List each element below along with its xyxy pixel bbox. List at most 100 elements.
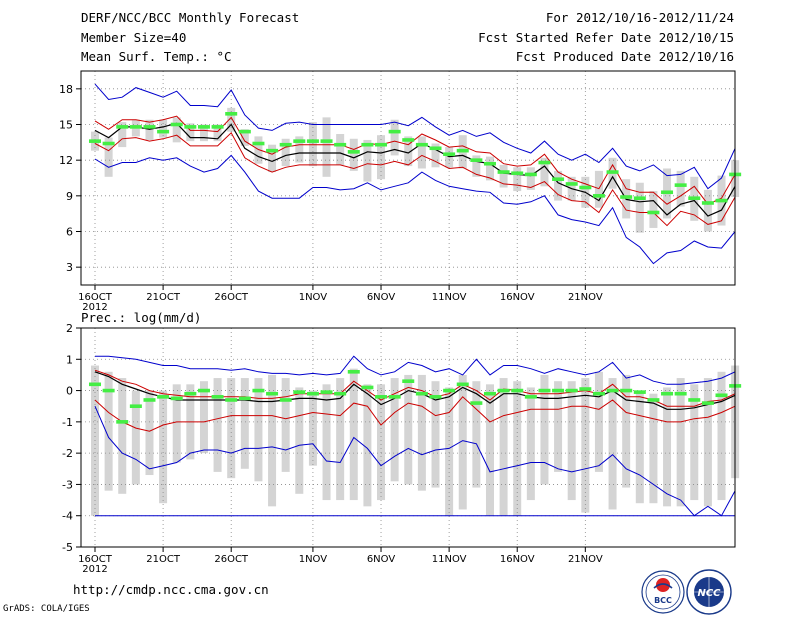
median-marker	[443, 388, 456, 393]
y-tick-label: -1	[62, 416, 73, 429]
x-tick-label: 1NOV	[299, 554, 328, 565]
median-marker	[715, 198, 728, 203]
spread-box	[104, 137, 113, 177]
spread-box	[118, 122, 127, 148]
spread-box	[581, 378, 590, 513]
median-marker	[538, 388, 551, 393]
median-marker	[415, 142, 428, 147]
median-marker	[361, 385, 374, 390]
plot-frame	[80, 70, 736, 286]
median-marker	[565, 182, 578, 186]
median-marker	[102, 141, 115, 146]
spread-box	[622, 374, 631, 488]
median-marker	[238, 129, 251, 134]
median-marker	[565, 388, 578, 393]
x-tick-label: 21OCT	[146, 554, 181, 565]
spread-box	[717, 371, 726, 501]
y-tick-label: 6	[66, 226, 73, 239]
median-marker	[661, 391, 674, 396]
median-marker	[688, 398, 701, 402]
median-marker	[483, 161, 496, 166]
spread-box	[118, 378, 127, 494]
spread-box	[322, 384, 331, 501]
y-tick-label: -5	[62, 541, 73, 554]
series-min-line	[94, 154, 736, 265]
median-marker	[606, 388, 619, 393]
median-marker	[252, 141, 265, 146]
y-tick-label: 1	[66, 353, 73, 366]
source-url[interactable]: http://cmdp.ncc.cma.gov.cn	[73, 582, 269, 597]
median-marker	[375, 395, 388, 399]
median-marker	[661, 190, 674, 195]
spread-box	[240, 129, 249, 146]
spread-box	[431, 143, 440, 168]
spread-box	[281, 138, 290, 167]
spread-box	[295, 387, 304, 494]
median-marker	[456, 382, 469, 387]
spread-box	[349, 138, 358, 171]
median-marker	[306, 391, 319, 396]
median-marker	[197, 388, 210, 393]
median-marker	[320, 139, 333, 143]
spread-box	[567, 381, 576, 501]
spread-box	[254, 378, 263, 482]
median-marker	[470, 401, 483, 405]
spread-box	[540, 374, 549, 485]
spread-box	[104, 371, 113, 491]
spread-box	[281, 378, 290, 472]
spread-box	[594, 170, 603, 208]
y-tick-label: 18	[59, 83, 73, 96]
spread-box	[445, 387, 454, 516]
spread-box	[159, 119, 168, 138]
median-marker	[633, 196, 646, 201]
x-year-label: 2012	[82, 302, 107, 313]
x-tick-label: 21OCT	[146, 292, 181, 303]
spread-box	[554, 170, 563, 201]
x-tick-label: 21NOV	[568, 292, 603, 303]
median-marker	[592, 391, 605, 396]
spread-box	[431, 381, 440, 488]
median-marker	[293, 139, 306, 143]
plot-frame	[80, 327, 736, 548]
spread-box	[663, 387, 672, 507]
ncc-logo-text: NCC	[697, 588, 721, 599]
median-marker	[197, 125, 210, 129]
y-tick-label: -3	[62, 478, 73, 491]
x-tick-label: 6NOV	[367, 292, 396, 303]
median-marker	[606, 170, 619, 174]
median-marker	[443, 152, 456, 157]
chart-panel-1: 3 6 9 12 15 18 16OCT 21OCT 26OCT 1NOV 6NOV 11NOV 16N…	[59, 70, 742, 313]
spread-box	[349, 368, 358, 501]
x-tick-label: 11NOV	[432, 292, 467, 303]
median-marker	[279, 142, 292, 147]
median-marker	[511, 388, 524, 393]
spread-box	[377, 135, 386, 180]
spread-box	[417, 374, 426, 491]
spread-box	[186, 123, 195, 142]
spread-box	[199, 124, 208, 142]
spread-box	[649, 191, 658, 228]
median-marker	[361, 142, 374, 147]
median-marker	[320, 390, 333, 394]
median-marker	[402, 138, 415, 142]
median-marker	[184, 391, 197, 396]
spread-box	[676, 378, 685, 507]
median-marker	[538, 160, 551, 165]
precip-panel-title: Prec.: log(mm/d)	[81, 310, 201, 325]
spread-box	[526, 167, 535, 190]
forecast-produced-date: Fcst Produced Date 2012/10/16	[515, 49, 734, 64]
median-marker	[497, 170, 510, 174]
median-marker	[157, 129, 170, 134]
spread-box	[676, 170, 685, 207]
spread-box	[554, 381, 563, 472]
y-tick-label: 0	[66, 385, 73, 398]
spread-box	[159, 390, 168, 504]
series-max-line	[95, 355, 736, 385]
spread-box	[485, 384, 494, 516]
spread-box	[690, 384, 699, 501]
spread-box	[240, 378, 249, 469]
median-marker	[238, 396, 251, 401]
x-tick-label: 26OCT	[214, 292, 249, 303]
chart-title: DERF/NCC/BCC Monthly Forecast	[81, 10, 300, 25]
